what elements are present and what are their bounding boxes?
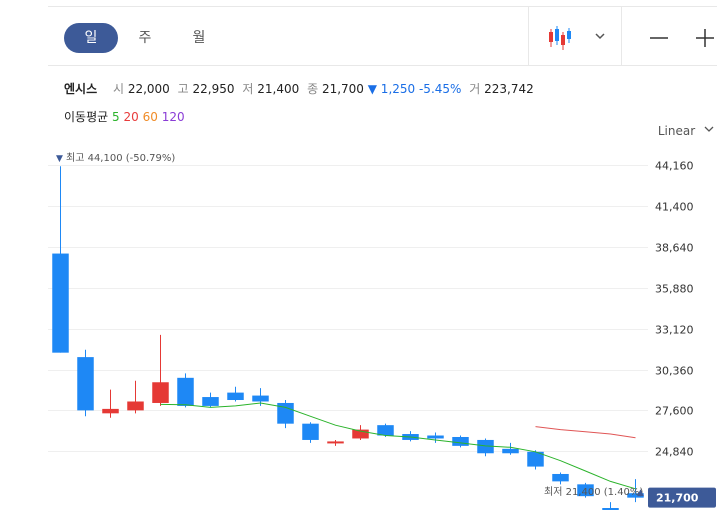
ma-period-60: 60 [142,110,158,124]
tab-day[interactable]: 일 [64,23,118,53]
change-value: ▼ 1,250 -5.45% [367,82,462,96]
candle-body [452,436,469,446]
divider [528,7,529,65]
zoom-in-button[interactable] [690,23,717,53]
low-label: 저 [242,82,254,96]
candle-body [252,395,269,402]
ma5-line [160,402,636,490]
volume-label: 거 [469,82,481,96]
chart-toolbar: 일 주 월 [48,6,717,66]
y-tick-label: 38,640 [655,242,694,255]
minus-icon [650,37,668,39]
zoom-out-button[interactable] [644,23,674,53]
close-label: 종 [307,82,319,96]
chevron-down-icon [704,126,714,132]
candle-body [477,439,494,454]
candle-body [577,484,594,497]
high-label: 고 [177,82,189,96]
candle-body [302,423,319,440]
ma20-line [535,426,636,439]
candle-body [627,493,644,498]
moving-average-legend: 이동평균 5 20 60 120 [64,108,185,125]
candle-body [202,397,219,406]
plus-icon [696,29,714,47]
y-tick-label: 33,120 [655,324,694,337]
high-annotation: 최고 44,100 (-50.79%) [66,152,175,164]
candle-body [77,357,94,411]
candle-body [52,253,69,353]
high-value: 22,950 [192,82,235,96]
y-tick-label: 27,600 [655,405,694,418]
candle-body [127,401,144,411]
candle-body [152,382,169,403]
y-tick-label: 44,160 [655,160,694,173]
current-price-badge [648,487,716,508]
high-marker-icon: ▼ [56,154,63,164]
current-price-label: 21,700 [656,492,699,505]
y-tick-label: 30,360 [655,365,694,378]
candlestick-icon [549,26,571,50]
chart-type-button[interactable] [546,23,616,53]
moving-average-label: 이동평균 [64,110,109,124]
open-value: 22,000 [127,82,170,96]
candle-body [502,448,519,454]
low-marker-icon: ▲ [637,488,644,498]
candle-body [277,402,294,424]
candle-body [527,451,544,467]
stock-name: 엔시스 [64,82,98,96]
close-value: 21,700 [321,82,364,96]
candle-body [352,429,369,439]
divider [621,7,622,65]
volume-value: 223,742 [484,82,534,96]
candle-body [227,392,244,401]
chevron-down-icon [595,33,605,40]
y-tick-label: 35,880 [655,283,694,296]
y-tick-label: 24,840 [655,446,694,459]
candle-body [552,473,569,482]
candle-body [427,435,444,439]
candle-body [377,425,394,436]
ma-period-5: 5 [112,110,120,124]
low-annotation: 최저 21,400 (1.40%) [544,486,643,498]
scale-selector[interactable]: Linear [658,124,717,138]
low-value: 21,400 [257,82,300,96]
tab-month[interactable]: 월 [192,30,206,46]
tab-week[interactable]: 주 [138,30,152,46]
scale-label: Linear [657,124,696,138]
ma-period-20: 20 [123,110,139,124]
candle-body [177,377,194,406]
ma-period-120: 120 [161,110,185,124]
candle-body [102,408,119,414]
price-info-row: 엔시스 시 22,000 고 22,950 저 21,400 종 21,700 … [64,80,534,97]
candle-body [327,441,344,444]
open-label: 시 [112,82,124,96]
candle-body [402,434,419,440]
y-tick-label: 41,400 [655,201,694,214]
